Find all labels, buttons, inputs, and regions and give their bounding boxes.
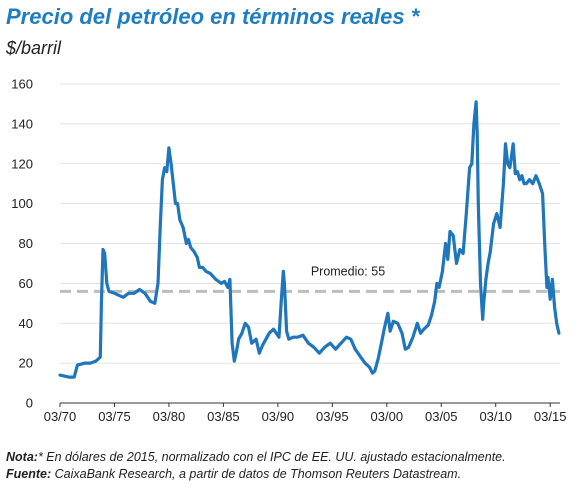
note-text: * En dólares de 2015, normalizado con el… <box>37 450 506 464</box>
series-group <box>58 100 561 379</box>
y-tick-label: 0 <box>26 396 33 411</box>
y-tick-label: 60 <box>19 276 33 291</box>
x-tick-label: 03/70 <box>44 409 77 424</box>
source-label: Fuente: <box>6 467 52 481</box>
source-text: CaixaBank Research, a partir de datos de… <box>54 467 462 481</box>
y-tick-label: 120 <box>11 156 33 171</box>
y-axis-unit-label: $/barril <box>6 38 62 58</box>
average-line-group: Promedio: 55 <box>60 264 560 293</box>
chart-gridlines <box>60 83 560 404</box>
x-tick-label: 03/75 <box>98 409 131 424</box>
y-tick-label: 20 <box>19 356 33 371</box>
footnotes: Nota:* En dólares de 2015, normalizado c… <box>6 449 506 483</box>
source-line: Fuente: CaixaBank Research, a partir de … <box>6 466 506 483</box>
x-tick-label: 03/80 <box>153 409 186 424</box>
y-tick-label: 80 <box>19 236 33 251</box>
x-axis-ticks: 03/70 03/75 03/80 03/85 03/90 03/95 03/00 03/05… <box>44 403 567 424</box>
x-tick-label: 03/95 <box>316 409 349 424</box>
y-tick-label: 100 <box>11 196 33 211</box>
x-tick-label: 03/05 <box>425 409 458 424</box>
average-label: Promedio: 55 <box>311 264 385 278</box>
x-tick-label: 03/90 <box>262 409 295 424</box>
chart-title: Precio del petróleo en términos reales * <box>6 4 420 29</box>
x-tick-label: 03/15 <box>534 409 567 424</box>
y-tick-label: 160 <box>11 77 33 92</box>
x-tick-label: 03/10 <box>479 409 512 424</box>
y-axis-ticks: 0 20 40 60 80 100 120 140 160 <box>11 77 33 411</box>
series-line <box>58 100 561 379</box>
x-tick-label: 03/85 <box>207 409 240 424</box>
y-tick-label: 140 <box>11 116 33 131</box>
note-label: Nota: <box>6 450 38 464</box>
x-tick-label: 03/00 <box>371 409 404 424</box>
y-tick-label: 40 <box>19 316 33 331</box>
note-line: Nota:* En dólares de 2015, normalizado c… <box>6 449 506 466</box>
